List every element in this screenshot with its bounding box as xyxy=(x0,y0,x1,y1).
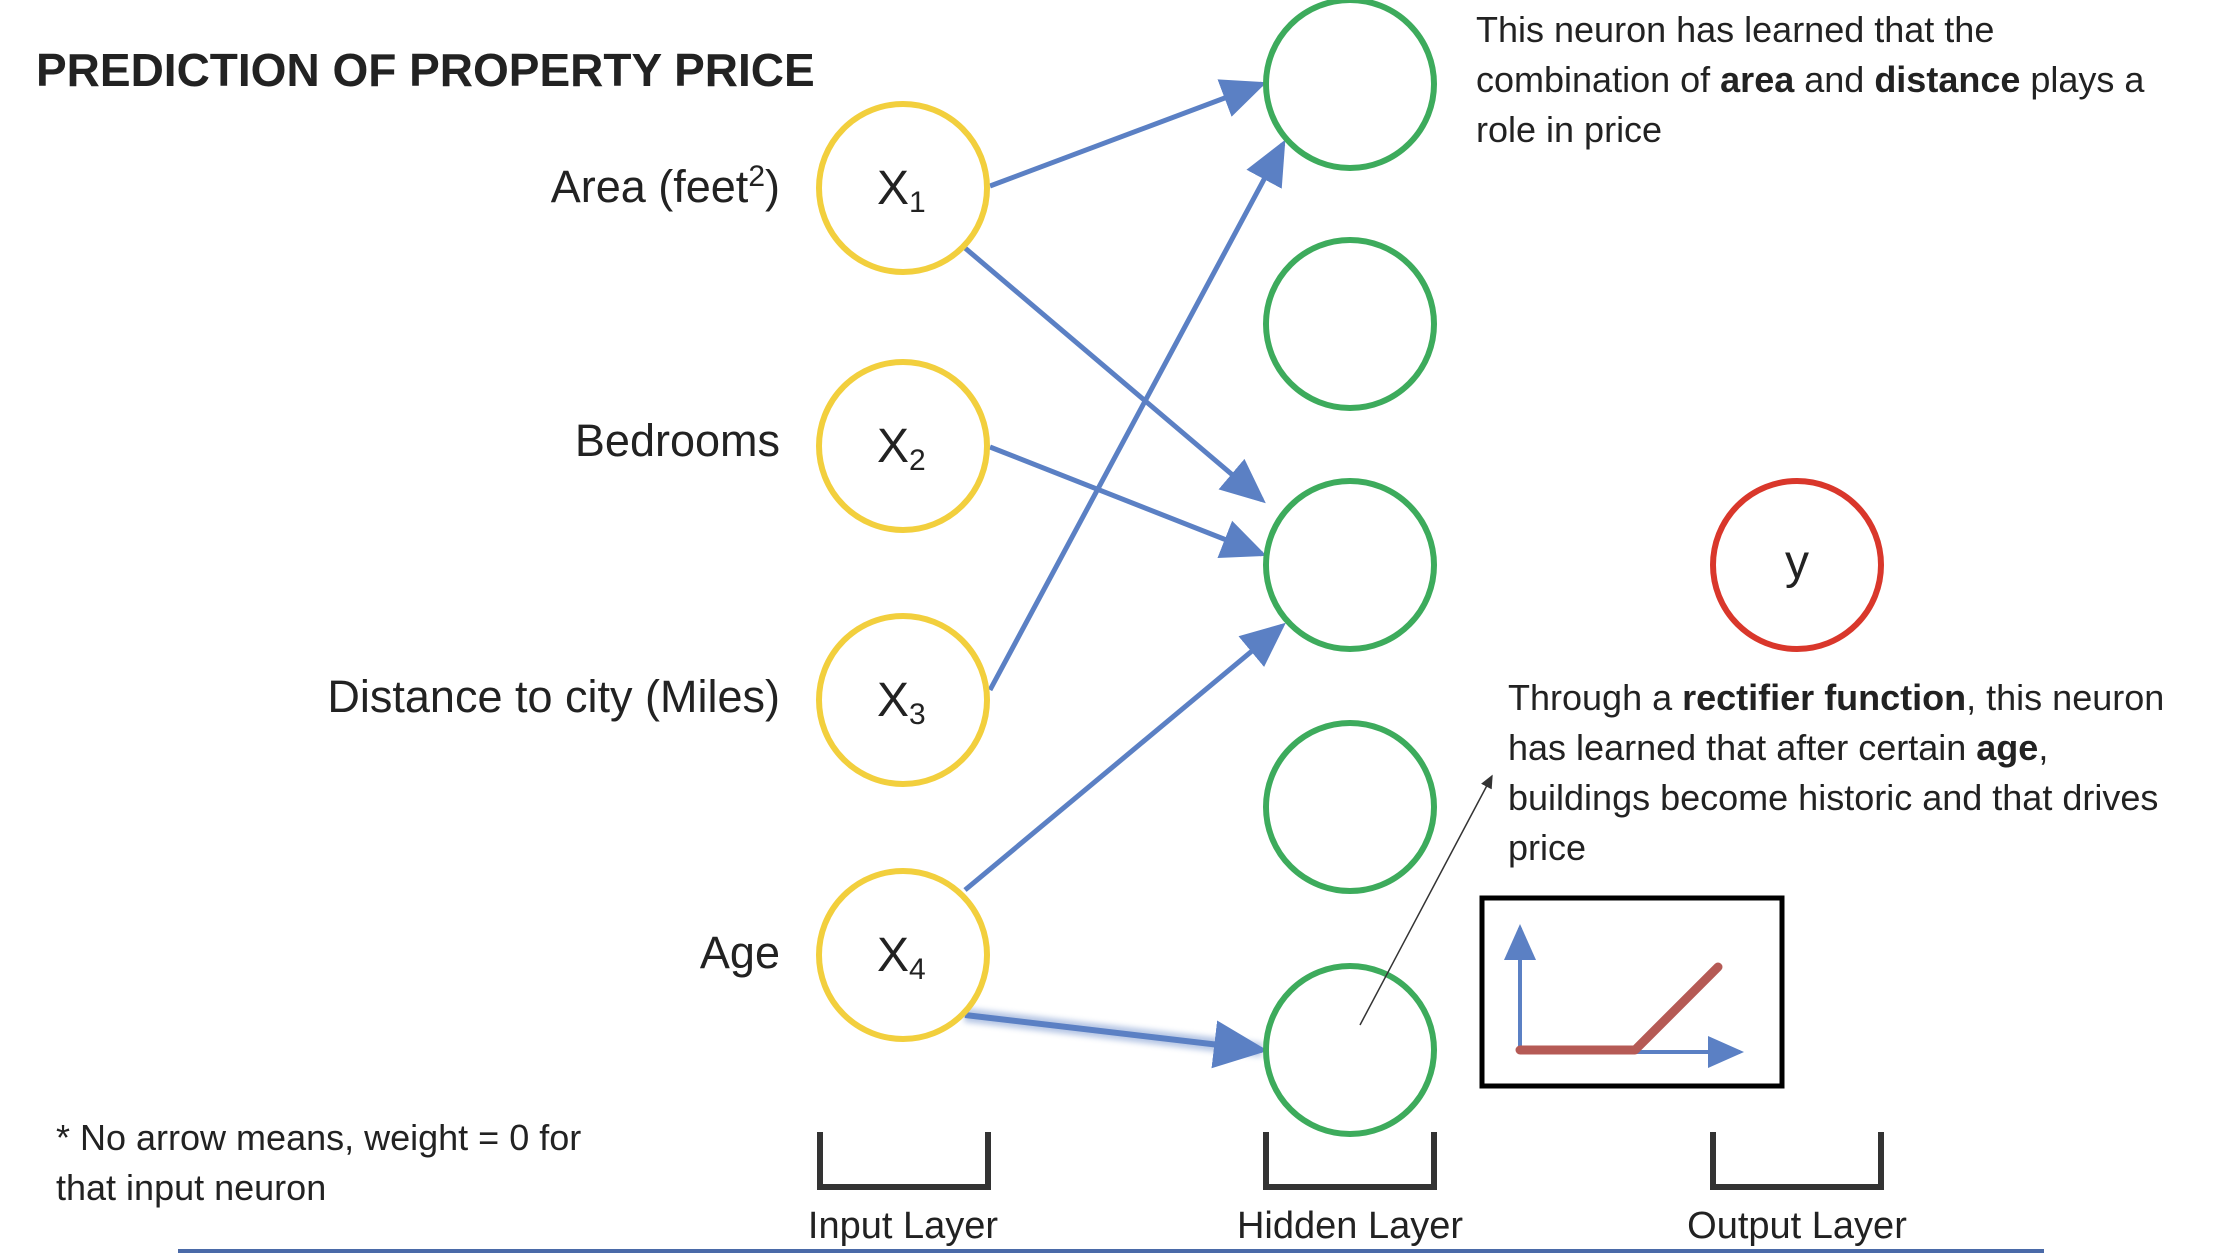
relu-curve xyxy=(1515,962,1723,1055)
feature-label-area: Area (feet2) xyxy=(551,160,780,212)
hidden-layer-nodes xyxy=(1263,0,1437,1137)
hidden-node-2 xyxy=(1263,237,1437,411)
hidden-node-3 xyxy=(1263,478,1437,652)
input-node-label-x2: X2 xyxy=(877,420,926,477)
output-layer-label: Output Layer xyxy=(1687,1205,1907,1247)
annotation-top-line-2: combination of area and distance plays a xyxy=(1476,59,2145,100)
input-layer-label: Input Layer xyxy=(808,1205,998,1247)
feature-label-age: Age xyxy=(700,927,780,978)
connection-x4-h5 xyxy=(964,1012,1268,1069)
input-node-label-x3: X3 xyxy=(877,674,926,731)
hidden-layer-bracket xyxy=(1263,1132,1437,1190)
connection-x1-h3 xyxy=(963,246,1266,504)
output-node xyxy=(1710,478,1884,652)
hidden-node-5 xyxy=(1263,963,1437,1137)
input-node-x2 xyxy=(816,359,990,533)
footnote-line-1: * No arrow means, weight = 0 for xyxy=(56,1117,581,1158)
connection-x1-h1 xyxy=(989,79,1267,189)
page-title: PREDICTION OF PROPERTY PRICE xyxy=(36,44,815,96)
output-node-label: y xyxy=(1785,536,1809,589)
input-layer-nodes xyxy=(816,101,990,1042)
relu-function-box xyxy=(1479,895,1785,1089)
connection-x2-h3 xyxy=(989,444,1267,558)
input-node-x3 xyxy=(816,613,990,787)
connection-x3-h1 xyxy=(987,139,1286,692)
input-layer-bracket xyxy=(817,1132,991,1190)
layer-brackets xyxy=(817,1132,1884,1190)
input-node-label-x4: X4 xyxy=(877,929,926,986)
annotation-bottom-line-3: buildings become historic and that drive… xyxy=(1508,777,2158,818)
annotation-bottom-line-4: price xyxy=(1508,827,1586,868)
annotation-top-line-3: role in price xyxy=(1476,109,1662,150)
annotation-top-line-1: This neuron has learned that the xyxy=(1476,9,1994,50)
annotation-bottom-line-1: Through a rectifier function, this neuro… xyxy=(1508,677,2164,718)
feature-label-bedrooms: Bedrooms xyxy=(575,415,780,466)
feature-label-distance: Distance to city (Miles) xyxy=(327,671,780,722)
input-node-x4 xyxy=(816,868,990,1042)
annotation-bottom-line-2: has learned that after certain age, xyxy=(1508,727,2048,768)
annotation-pointer xyxy=(1359,774,1493,1026)
output-layer-bracket xyxy=(1710,1132,1884,1190)
input-node-x1 xyxy=(816,101,990,275)
hidden-layer-label: Hidden Layer xyxy=(1237,1205,1463,1247)
connections xyxy=(963,79,1286,1069)
input-node-label-x1: X1 xyxy=(877,162,926,219)
relu-box-frame xyxy=(1479,895,1785,1089)
footnote-line-2: that input neuron xyxy=(56,1167,326,1208)
hidden-node-4 xyxy=(1263,720,1437,894)
hidden-node-1 xyxy=(1263,0,1437,171)
connection-x4-h3 xyxy=(963,622,1286,892)
